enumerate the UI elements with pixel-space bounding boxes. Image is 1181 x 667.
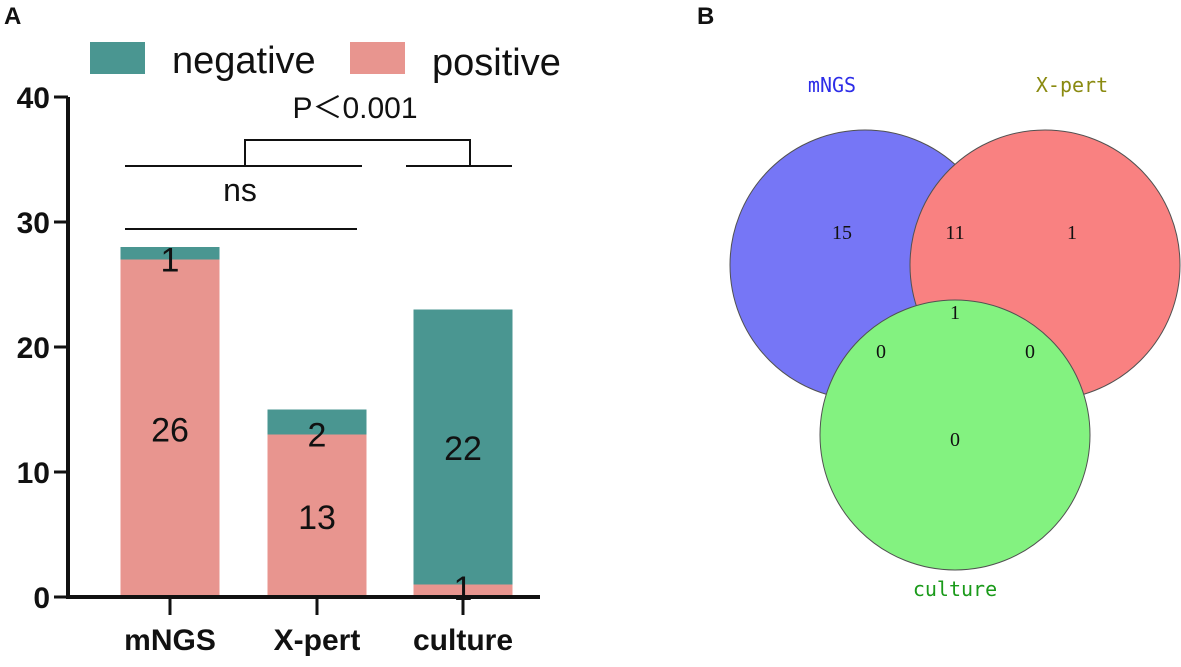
- panel-a-label: A: [4, 3, 21, 30]
- venn-region-xpert-culture: 0: [1025, 341, 1035, 363]
- venn-region-culture-only: 0: [950, 429, 960, 451]
- legend-label-positive: positive: [432, 42, 561, 84]
- y-tick-label-30: 30: [17, 207, 50, 240]
- bar-label-positive-mngs: 26: [151, 411, 189, 449]
- venn-set-label-xpert: X-pert: [1036, 73, 1108, 97]
- legend: negative positive: [90, 40, 561, 84]
- venn-region-mngs-only: 15: [832, 222, 852, 244]
- bar-label-negative-mngs: 1: [161, 242, 180, 280]
- venn-region-all-three: 1: [950, 302, 960, 324]
- panel-b-label: B: [697, 3, 714, 30]
- bar-positive-culture: [413, 584, 513, 597]
- bracket-overall: [244, 139, 471, 166]
- x-tick-label-x-pert: X-pert: [274, 624, 361, 657]
- y-tick-label-10: 10: [17, 457, 50, 490]
- significance-brackets: [125, 139, 512, 230]
- bar-label-negative-x-pert: 2: [308, 417, 327, 455]
- axes-layer: mNGS X-pert culture 0 10 20 30 40: [17, 82, 540, 657]
- legend-label-negative: negative: [172, 40, 316, 82]
- y-tick-label-20: 20: [17, 332, 50, 365]
- bar-label-negative-culture: 22: [444, 430, 482, 468]
- venn-diagram: mNGS X-pert culture 15 11 1 1 0 0 0: [729, 73, 1181, 601]
- bar-positive-x-pert: [267, 434, 367, 597]
- venn-region-mngs-xpert: 11: [945, 222, 964, 244]
- ns-annotation: ns: [223, 172, 257, 208]
- bar-negative-culture: [413, 309, 513, 585]
- venn-region-mngs-culture: 0: [876, 341, 886, 363]
- venn-set-label-mngs: mNGS: [808, 73, 856, 97]
- x-tick-label-mngs: mNGS: [124, 624, 216, 657]
- bar-positive-mngs: [120, 259, 220, 597]
- x-tick-label-culture: culture: [413, 624, 513, 657]
- y-tick-label-0: 0: [33, 582, 50, 615]
- legend-swatch-negative: [90, 42, 145, 74]
- bar-negative-mngs: [120, 247, 220, 260]
- y-tick-label-40: 40: [17, 82, 50, 115]
- legend-swatch-positive: [350, 42, 405, 74]
- venn-region-xpert-only: 1: [1067, 222, 1077, 244]
- bar-label-positive-x-pert: 13: [298, 499, 336, 537]
- venn-circle-culture: [819, 299, 1091, 571]
- venn-set-label-culture: culture: [913, 577, 997, 601]
- p-value-annotation: P＜0.001: [292, 92, 417, 125]
- bar-negative-x-pert: [267, 409, 367, 435]
